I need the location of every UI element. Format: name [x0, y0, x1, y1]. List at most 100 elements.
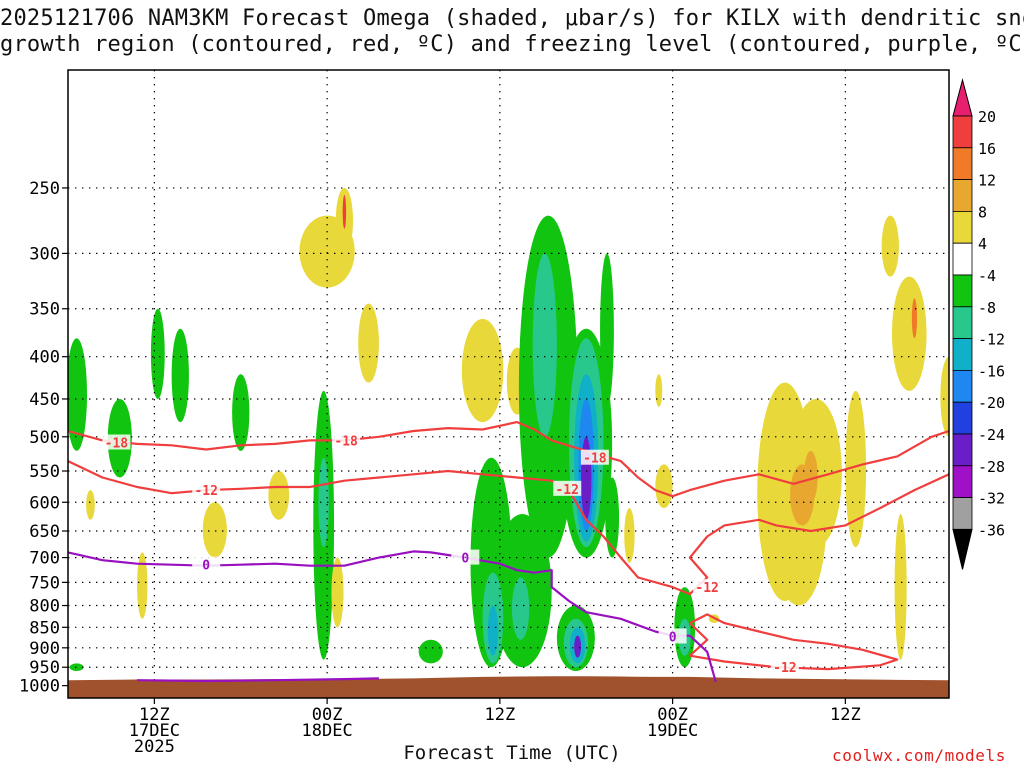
colorbar-swatch-12	[952, 465, 973, 498]
colorbar-label-8: -16	[978, 362, 1005, 380]
omega-green-west-4	[171, 328, 189, 423]
colorbar-swatch-8	[952, 338, 973, 371]
colorbar-label-9: -20	[978, 394, 1005, 412]
dgz-label-7-bg	[770, 659, 799, 675]
x-tick-label-41-1: 19DEC	[647, 721, 698, 741]
freezing-label-2-bg	[451, 549, 480, 565]
plot-frame	[67, 69, 950, 699]
omega-red-streak-1	[342, 195, 347, 229]
colorbar-swatch-1	[952, 115, 973, 149]
omega-yellow-east-5	[894, 514, 907, 660]
dgz-label-7: -12	[773, 661, 796, 676]
chart-title-line2: growth region (contoured, red, ºC) and f…	[0, 32, 1024, 57]
colorbar-label-12: -32	[978, 490, 1005, 508]
dgz-contour-2	[688, 613, 899, 671]
omega-yellow-upper-7	[891, 276, 927, 391]
colorbar-swatch-9	[952, 369, 973, 403]
omega-yellow-mid-2	[268, 471, 290, 520]
dgz-label-4-bg	[192, 482, 221, 498]
freezing-level-contour-1	[137, 677, 379, 683]
dgz-label-1-bg	[102, 434, 131, 450]
y-tick-label-700: 700	[29, 549, 60, 569]
y-tick-label-900: 900	[29, 639, 60, 659]
x-tick-label-41-0: 00Z	[657, 705, 688, 725]
x-tick-label-31-0: 12Z	[485, 705, 516, 725]
omega-yellow-west-1	[86, 490, 95, 520]
x-tick-label-11-0: 12Z	[139, 705, 170, 725]
x-tick-label-51-0: 12Z	[830, 705, 861, 725]
colorbar: 20 16 12 8 4 -4 -8 -12 -16 -20 -24 -28 -32 -36	[952, 78, 1005, 570]
y-tick-label-600: 600	[29, 493, 60, 513]
ground-terrain	[68, 676, 949, 698]
y-tick-label-950: 950	[29, 658, 60, 678]
freezing-label-3: 0	[669, 630, 677, 645]
colorbar-top-arrow	[952, 78, 973, 117]
colorbar-label-10: -24	[978, 426, 1005, 444]
dgz-label-2-bg	[332, 432, 361, 448]
omega-green-west-1	[68, 338, 87, 451]
colorbar-label-7: -12	[978, 331, 1005, 349]
dgz-label-1: -18	[105, 436, 129, 451]
y-tick-label-350: 350	[29, 300, 60, 320]
dgz-label-6: -12	[695, 581, 718, 596]
freezing-level-contour-0	[68, 550, 717, 683]
omega-purple-low-1	[574, 635, 582, 658]
y-tick-label-450: 450	[29, 390, 60, 410]
colorbar-swatch-6	[952, 274, 973, 308]
omega-teal-mid-1	[318, 457, 329, 548]
omega-green-west-3	[150, 308, 165, 399]
colorbar-swatch-3	[952, 179, 973, 212]
colorbar-bottom-arrow	[952, 528, 973, 570]
y-tick-label-300: 300	[29, 244, 60, 264]
omega-yellow-mid-4	[624, 508, 635, 563]
y-tick-label-500: 500	[29, 428, 60, 448]
y-tick-label-250: 250	[29, 179, 60, 199]
x-tick-label-11-2: 2025	[134, 737, 175, 757]
omega-teal-core-3	[532, 253, 557, 437]
omega-yellow-east-6	[940, 356, 949, 437]
omega-green-core-5	[600, 253, 614, 407]
freezing-label-2: 0	[461, 552, 469, 567]
colorbar-label-2: 12	[978, 172, 996, 190]
colorbar-swatch-7	[952, 306, 973, 339]
dgz-label-5-bg	[553, 480, 582, 496]
omega-yellow-mid-1	[202, 502, 227, 558]
omega-yellow-upper-6	[881, 215, 899, 277]
colorbar-label-1: 16	[978, 140, 996, 158]
colorbar-label-0: 20	[978, 108, 996, 126]
omega-yellow-mid-5	[655, 374, 663, 407]
omega-shading	[68, 187, 949, 671]
credit-link[interactable]: coolwx.com/models	[832, 746, 1006, 765]
y-axis: 2503003504004505005506006507007508008509…	[19, 179, 68, 697]
dgz-label-5: -12	[555, 483, 578, 498]
ground-surface	[68, 676, 949, 698]
colorbar-swatch-4	[952, 210, 973, 244]
colorbar-label-3: 8	[978, 203, 987, 221]
dgz-label-3: -18	[583, 452, 607, 467]
omega-green-sfc-1	[69, 663, 84, 671]
dgz-contour-0	[68, 421, 949, 498]
omega-orange-east-2	[803, 450, 818, 503]
x-axis-title: Forecast Time (UTC)	[403, 742, 621, 764]
dgz-label-6-bg	[693, 579, 722, 595]
colorbar-label-5: -4	[978, 267, 996, 285]
y-tick-label-1000: 1000	[19, 677, 60, 697]
y-tick-label-750: 750	[29, 573, 60, 593]
omega-green-mid-3	[418, 639, 443, 664]
dgz-label-4: -12	[194, 484, 217, 499]
y-tick-label-800: 800	[29, 597, 60, 617]
colorbar-swatch-11	[952, 433, 973, 467]
colorbar-label-13: -36	[978, 521, 1005, 539]
colorbar-swatch-5	[952, 242, 973, 276]
x-tick-label-11-1: 17DEC	[129, 721, 180, 741]
y-tick-label-850: 850	[29, 618, 60, 638]
colorbar-label-4: 4	[978, 235, 987, 253]
y-tick-label-550: 550	[29, 462, 60, 482]
x-tick-label-21-1: 18DEC	[302, 721, 353, 741]
colorbar-swatch-2	[952, 147, 973, 181]
dgz-label-3-bg	[580, 449, 609, 465]
y-tick-label-650: 650	[29, 522, 60, 542]
omega-red-streak-2	[911, 298, 918, 339]
